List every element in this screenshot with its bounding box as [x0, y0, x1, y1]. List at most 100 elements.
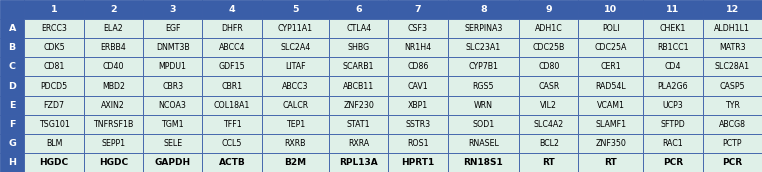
Text: SFTPD: SFTPD	[661, 120, 686, 129]
Text: EGF: EGF	[165, 24, 181, 33]
Bar	[447, 115, 519, 134]
Text: B: B	[8, 43, 16, 52]
Bar	[202, 76, 261, 96]
Bar	[578, 153, 643, 172]
Text: CASP5: CASP5	[719, 82, 745, 90]
Bar	[389, 134, 447, 153]
Text: SSTR3: SSTR3	[405, 120, 431, 129]
Text: D: D	[8, 82, 16, 90]
Bar	[24, 96, 84, 115]
Bar	[578, 57, 643, 76]
Bar	[643, 134, 703, 153]
Bar	[703, 153, 762, 172]
Text: XBP1: XBP1	[408, 101, 428, 110]
Text: DNMT3B: DNMT3B	[155, 43, 190, 52]
Bar	[519, 0, 578, 19]
Text: 9: 9	[546, 5, 552, 14]
Text: CD86: CD86	[407, 62, 429, 71]
Bar	[84, 96, 143, 115]
Text: SERPINA3: SERPINA3	[464, 24, 503, 33]
Text: CBR3: CBR3	[162, 82, 183, 90]
Bar	[261, 0, 329, 19]
Text: DHFR: DHFR	[221, 24, 243, 33]
Text: CALCR: CALCR	[282, 101, 309, 110]
Text: VIL2: VIL2	[540, 101, 557, 110]
Bar	[0, 38, 24, 57]
Text: FZD7: FZD7	[43, 101, 65, 110]
Bar	[24, 134, 84, 153]
Bar	[389, 19, 447, 38]
Text: A: A	[8, 24, 16, 33]
Text: CD81: CD81	[43, 62, 65, 71]
Text: RAD54L: RAD54L	[596, 82, 626, 90]
Text: CYP11A1: CYP11A1	[277, 24, 313, 33]
Bar	[84, 115, 143, 134]
Text: TGM1: TGM1	[162, 120, 184, 129]
Bar	[0, 19, 24, 38]
Bar	[643, 96, 703, 115]
Bar	[0, 76, 24, 96]
Bar	[389, 0, 447, 19]
Bar	[447, 38, 519, 57]
Bar	[143, 76, 202, 96]
Text: SOD1: SOD1	[472, 120, 495, 129]
Bar	[24, 19, 84, 38]
Text: HGDC: HGDC	[99, 158, 128, 167]
Text: CCL5: CCL5	[222, 139, 242, 148]
Bar	[0, 153, 24, 172]
Text: 8: 8	[480, 5, 487, 14]
Bar	[519, 76, 578, 96]
Bar	[143, 57, 202, 76]
Text: HGDC: HGDC	[40, 158, 69, 167]
Bar	[578, 115, 643, 134]
Text: HPRT1: HPRT1	[402, 158, 434, 167]
Bar	[84, 19, 143, 38]
Text: RGS5: RGS5	[472, 82, 494, 90]
Text: AXIN2: AXIN2	[101, 101, 125, 110]
Bar	[703, 115, 762, 134]
Bar	[261, 96, 329, 115]
Bar	[329, 0, 389, 19]
Text: RPL13A: RPL13A	[339, 158, 378, 167]
Bar	[389, 96, 447, 115]
Bar	[84, 76, 143, 96]
Bar	[0, 0, 24, 19]
Bar	[24, 57, 84, 76]
Text: PCTP: PCTP	[722, 139, 742, 148]
Text: ALDH1L1: ALDH1L1	[714, 24, 751, 33]
Text: CER1: CER1	[600, 62, 621, 71]
Bar	[202, 153, 261, 172]
Text: CTLA4: CTLA4	[346, 24, 371, 33]
Bar	[578, 19, 643, 38]
Text: C: C	[8, 62, 16, 71]
Text: NCOA3: NCOA3	[158, 101, 187, 110]
Bar	[447, 0, 519, 19]
Text: RT: RT	[543, 158, 555, 167]
Text: CAV1: CAV1	[408, 82, 428, 90]
Bar	[703, 96, 762, 115]
Bar	[329, 76, 389, 96]
Bar	[703, 0, 762, 19]
Text: RXRB: RXRB	[285, 139, 306, 148]
Text: ABCC3: ABCC3	[282, 82, 309, 90]
Text: 1: 1	[51, 5, 57, 14]
Bar	[24, 153, 84, 172]
Text: CDK5: CDK5	[43, 43, 65, 52]
Text: H: H	[8, 158, 16, 167]
Bar	[447, 19, 519, 38]
Bar	[389, 76, 447, 96]
Bar	[24, 0, 84, 19]
Bar	[447, 153, 519, 172]
Text: RNASEL: RNASEL	[468, 139, 499, 148]
Bar	[643, 57, 703, 76]
Text: PCR: PCR	[722, 158, 742, 167]
Bar	[329, 19, 389, 38]
Bar	[447, 96, 519, 115]
Bar	[578, 134, 643, 153]
Bar	[703, 134, 762, 153]
Bar	[643, 19, 703, 38]
Text: 12: 12	[725, 5, 739, 14]
Bar	[143, 134, 202, 153]
Bar	[519, 153, 578, 172]
Text: 7: 7	[415, 5, 421, 14]
